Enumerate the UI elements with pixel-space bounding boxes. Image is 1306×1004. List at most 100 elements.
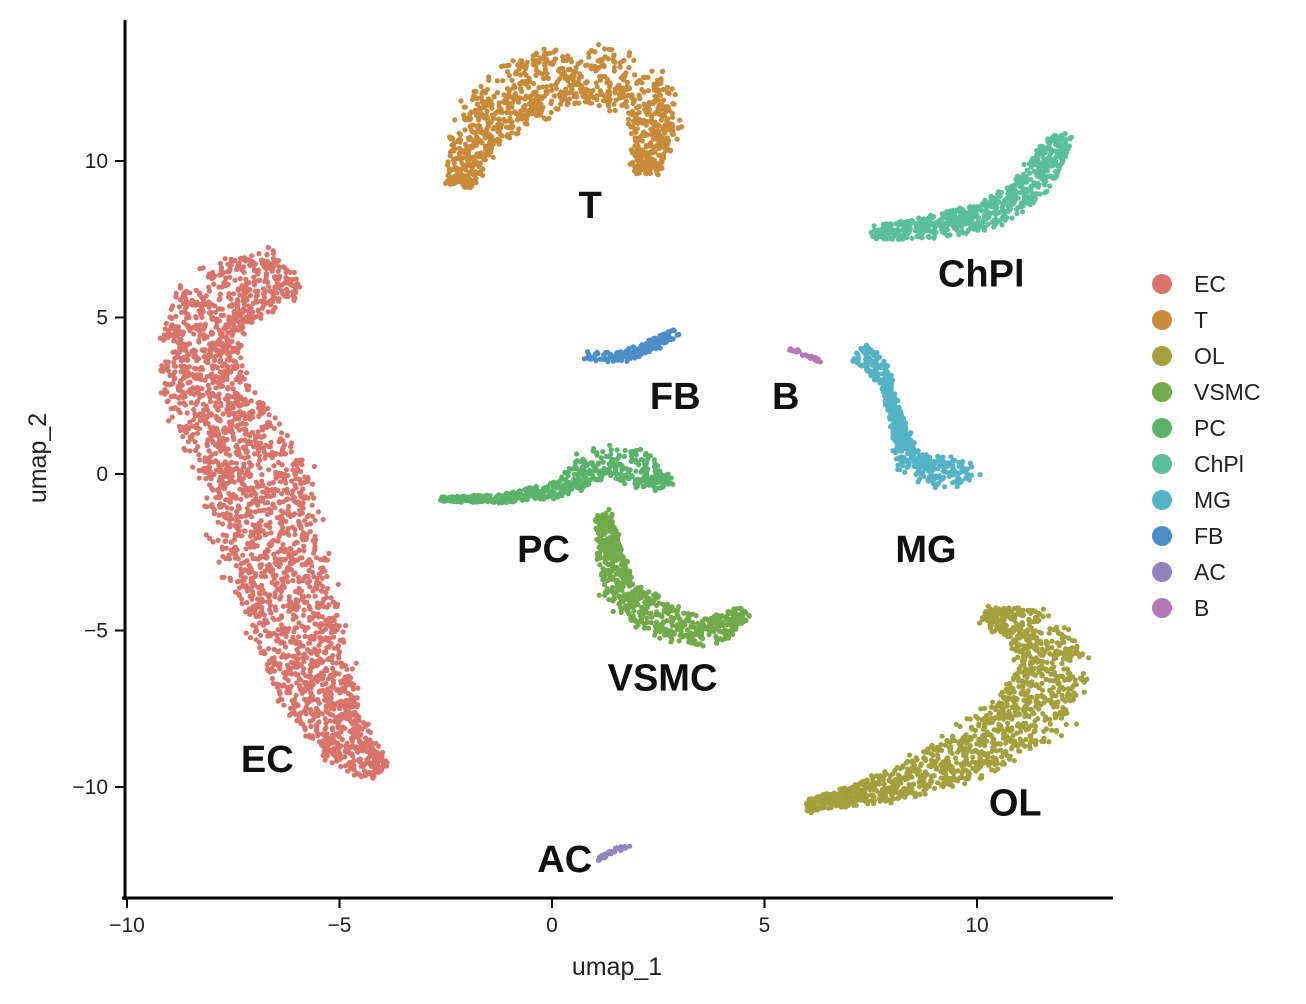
data-point xyxy=(1061,711,1067,717)
data-point xyxy=(659,165,665,171)
data-point xyxy=(249,319,255,325)
data-point xyxy=(287,560,293,566)
data-point xyxy=(1003,740,1009,746)
data-point xyxy=(249,462,255,468)
data-point xyxy=(329,760,335,766)
data-point xyxy=(516,126,522,132)
data-point xyxy=(905,758,911,765)
data-point xyxy=(216,272,223,278)
data-point xyxy=(316,719,322,725)
data-point xyxy=(296,518,302,524)
data-point xyxy=(210,380,216,386)
data-point xyxy=(211,273,218,279)
data-point xyxy=(186,315,192,321)
data-point xyxy=(242,455,248,461)
data-point xyxy=(199,376,205,382)
data-point xyxy=(299,510,305,516)
data-point xyxy=(316,642,322,648)
data-point xyxy=(657,92,664,99)
data-point xyxy=(643,171,649,177)
data-point xyxy=(307,578,313,584)
data-point xyxy=(272,555,278,561)
data-point xyxy=(277,500,283,506)
data-point xyxy=(297,460,303,466)
data-point xyxy=(984,617,990,623)
data-point xyxy=(241,264,247,270)
data-point xyxy=(237,292,243,298)
data-point xyxy=(170,303,176,309)
data-point xyxy=(347,728,353,734)
data-point xyxy=(465,154,471,160)
data-point xyxy=(340,685,347,692)
data-point xyxy=(501,116,507,122)
data-point xyxy=(203,407,210,413)
data-point xyxy=(264,486,270,492)
data-point xyxy=(243,449,250,455)
data-point xyxy=(221,429,228,435)
data-point xyxy=(501,63,507,69)
data-point xyxy=(263,617,269,624)
data-point xyxy=(243,428,249,434)
data-point xyxy=(947,746,954,752)
data-point xyxy=(164,362,170,368)
data-point xyxy=(613,97,619,103)
data-point xyxy=(444,162,450,168)
data-point xyxy=(281,265,287,271)
data-point xyxy=(447,135,453,142)
data-point xyxy=(241,255,247,261)
data-point xyxy=(192,439,198,445)
data-point xyxy=(650,136,657,142)
data-point xyxy=(355,685,361,691)
data-point xyxy=(484,108,490,114)
data-point xyxy=(1016,635,1022,641)
data-point xyxy=(942,779,948,785)
data-point xyxy=(478,165,484,171)
data-point xyxy=(218,448,224,454)
data-point xyxy=(218,265,225,271)
data-point xyxy=(208,411,214,417)
data-point xyxy=(1084,676,1090,682)
data-point xyxy=(206,284,212,290)
data-point xyxy=(257,611,263,617)
data-point xyxy=(292,531,298,538)
data-point xyxy=(237,276,243,282)
data-point xyxy=(279,282,285,288)
data-point xyxy=(264,661,270,667)
data-point xyxy=(201,336,207,342)
data-point xyxy=(235,309,241,315)
data-point xyxy=(287,638,294,645)
data-point xyxy=(1022,653,1028,660)
data-point xyxy=(503,124,510,130)
data-point xyxy=(548,98,555,104)
data-point xyxy=(205,302,212,308)
data-point xyxy=(339,702,345,708)
data-point xyxy=(230,330,236,336)
data-point xyxy=(661,155,667,161)
data-point xyxy=(1040,614,1046,620)
data-point xyxy=(232,416,238,422)
data-point xyxy=(277,479,283,485)
data-point xyxy=(204,374,210,380)
cluster-ec xyxy=(157,244,390,781)
data-point xyxy=(845,799,852,805)
data-point xyxy=(1027,636,1033,642)
data-point xyxy=(659,68,666,74)
data-point xyxy=(654,123,661,129)
data-point xyxy=(203,403,209,409)
data-point xyxy=(353,660,359,666)
data-point xyxy=(629,95,635,101)
data-point xyxy=(865,801,871,807)
data-point xyxy=(545,75,551,81)
data-point xyxy=(266,607,273,613)
data-point xyxy=(197,333,203,339)
data-point xyxy=(660,106,666,112)
data-point xyxy=(235,302,241,308)
data-point xyxy=(256,534,263,540)
data-point xyxy=(504,86,510,92)
data-point xyxy=(461,175,467,181)
data-point xyxy=(320,752,326,759)
data-point xyxy=(196,426,202,432)
data-point xyxy=(314,630,320,636)
data-point xyxy=(360,720,367,726)
data-point xyxy=(466,180,473,186)
